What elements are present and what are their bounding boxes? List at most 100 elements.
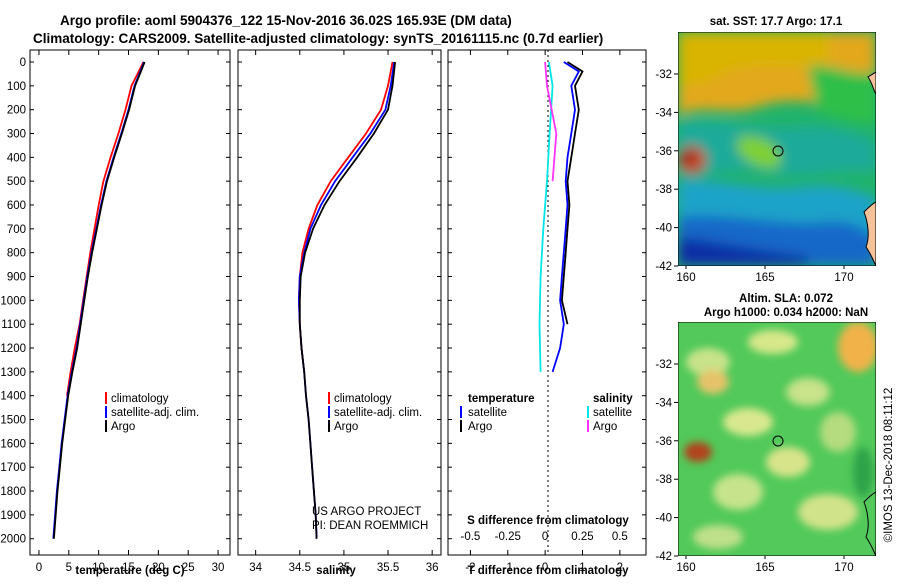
depth-tick-label: 2000	[0, 534, 26, 546]
x-tick-label: 2	[617, 562, 623, 574]
x-tick-label: 36	[426, 562, 439, 574]
depth-axis: 0 100 200 300 400 500 600 700 800 900 1000 1100 1200…	[0, 57, 26, 546]
difference-ticks: -2 -1 0 1 2	[448, 50, 646, 574]
lat-tick-label: -42	[655, 551, 672, 563]
sla-map-axes: -32 -34 -36 -38 -40 -42 160 165 170	[655, 359, 853, 574]
s-diff-tick-label: -0.5	[461, 531, 481, 543]
series-line-t-argo	[560, 61, 584, 325]
lat-tick-label: -42	[655, 261, 672, 273]
depth-tick-label: 300	[7, 129, 26, 141]
annotation-project: US ARGO PROJECT	[312, 506, 421, 518]
series-line-satellite-adj-clim-	[52, 61, 145, 539]
legend-satellite: satellite-adj. clim.	[111, 407, 199, 419]
sla-map-title-2: Argo h1000: 0.034 h2000: NaN	[704, 307, 868, 319]
salinity-xlabel: salinity	[316, 565, 356, 577]
legend-t-satellite: satellite	[468, 407, 507, 419]
sst-map-axes: -32 -34 -36 -38 -40 -42 160 165 170	[655, 69, 853, 284]
title-line-2: Climatology: CARS2009. Satellite-adjuste…	[33, 31, 603, 46]
salinity-diff-ticks: -0.5 -0.25 0 0.25 0.5	[461, 531, 628, 543]
difference-xlabel: T difference from climatology	[467, 565, 629, 577]
legend-s-satellite: satellite	[593, 407, 632, 419]
depth-tick-label: 1000	[0, 295, 26, 307]
x-tick-label: 35.5	[377, 562, 399, 574]
lat-tick-label: -40	[655, 513, 672, 525]
difference-top-xlabel: S difference from climatology	[467, 515, 629, 527]
series-line-t-satellite	[551, 61, 580, 373]
depth-tick-label: 1600	[0, 438, 26, 450]
x-tick-label: 5	[66, 562, 72, 574]
series-line-argo	[53, 61, 146, 539]
depth-tick-label: 900	[7, 272, 26, 284]
s-diff-tick-label: -0.25	[495, 531, 521, 543]
depth-tick-label: 1700	[0, 462, 26, 474]
series-line-climatology	[66, 61, 145, 396]
depth-tick-label: 1100	[1, 319, 26, 331]
series-line-climatology	[297, 61, 394, 373]
depth-tick-label: 1300	[0, 367, 26, 379]
depth-tick-label: 1500	[0, 415, 26, 427]
x-tick-label: 20	[152, 562, 165, 574]
lat-tick-label: -34	[655, 107, 672, 119]
lat-tick-label: -34	[655, 397, 672, 409]
sla-map-title-1: Altim. SLA: 0.072	[739, 293, 833, 305]
x-tick-label: 30	[212, 562, 225, 574]
lat-tick-label: -36	[655, 436, 672, 448]
series-line-satellite-adj-clim-	[297, 61, 396, 539]
depth-tick-label: 100	[7, 81, 26, 93]
salinity-legend: climatology satellite-adj. clim. Argo	[328, 392, 422, 433]
s-diff-tick-label: 0	[542, 531, 548, 543]
footer-copyright: ©IMOS 13-Dec-2018 08:11:12	[883, 388, 895, 543]
x-tick-label: -1	[503, 562, 513, 574]
temperature-frame	[29, 49, 231, 556]
sla-map: Altim. SLA: 0.072 Argo h1000: 0.034 h200…	[655, 293, 876, 574]
lon-tick-label: 160	[676, 272, 695, 284]
s-diff-tick-label: 0.5	[612, 531, 628, 543]
salinity-series	[297, 61, 396, 539]
depth-tick-label: 1800	[0, 486, 26, 498]
temperature-legend: climatology satellite-adj. clim. Argo	[105, 392, 199, 433]
lat-tick-label: -40	[655, 223, 672, 235]
legend-salinity-title: salinity	[593, 393, 633, 405]
depth-tick-label: 800	[7, 248, 26, 260]
series-line-argo	[298, 61, 396, 539]
depth-tick-label: 500	[7, 176, 26, 188]
title-line-1: Argo profile: aoml 5904376_122 15-Nov-20…	[60, 13, 512, 28]
lon-tick-label: 170	[834, 272, 853, 284]
x-tick-label: 0	[542, 562, 548, 574]
sla-map-image	[678, 322, 876, 556]
depth-tick-label: 0	[20, 57, 26, 69]
depth-tick-label: 1400	[0, 391, 26, 403]
legend-climatology: climatology	[111, 393, 169, 405]
lon-tick-label: 165	[755, 272, 774, 284]
lat-tick-label: -36	[655, 146, 672, 158]
sla-profile-marker	[772, 435, 784, 447]
depth-tick-label: 1200	[0, 343, 26, 355]
x-tick-label: -2	[465, 562, 475, 574]
sst-map: sat. SST: 17.7 Argo: 17.1 -32 -34 -36 -38 -4…	[655, 16, 876, 284]
legend-t-argo: Argo	[468, 421, 492, 433]
lon-tick-label: 165	[755, 562, 774, 574]
depth-tick-label: 700	[7, 224, 26, 236]
depth-tick-label: 400	[7, 152, 26, 164]
x-tick-label: 0	[36, 562, 42, 574]
temperature-series	[52, 61, 146, 539]
legend-temperature-title: temperature	[468, 393, 534, 405]
salinity-frame	[237, 49, 442, 556]
series-line-s-satellite	[538, 61, 554, 372]
temperature-ticks: 0 5 10 15 20 25 30	[30, 50, 230, 574]
x-tick-label: 10	[92, 562, 105, 574]
depth-tick-label: 600	[7, 200, 26, 212]
lat-tick-label: -38	[655, 474, 672, 486]
legend-argo: Argo	[111, 421, 135, 433]
lat-tick-label: -32	[655, 359, 672, 371]
difference-frame	[447, 49, 647, 556]
x-tick-label: 35	[338, 562, 351, 574]
x-tick-label: 15	[122, 562, 135, 574]
annotation-pi: PI: DEAN ROEMMICH	[312, 520, 428, 532]
x-tick-label: 34.5	[289, 562, 311, 574]
sst-profile-marker	[772, 145, 784, 157]
legend-s-argo: Argo	[593, 421, 617, 433]
legend-sal-argo: Argo	[334, 421, 358, 433]
depth-tick-label: 1900	[0, 510, 26, 522]
